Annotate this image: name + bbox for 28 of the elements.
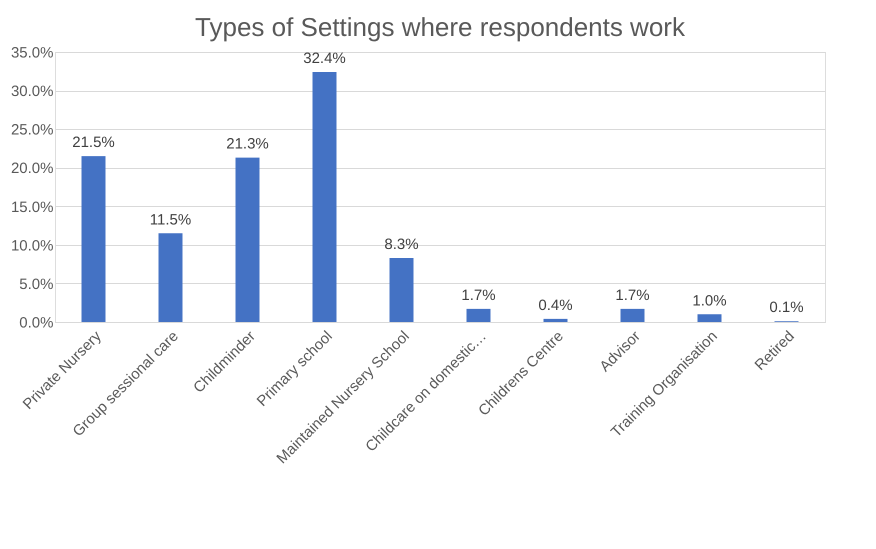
bar: [390, 258, 414, 322]
bar: [158, 233, 182, 322]
bar: [312, 72, 336, 322]
y-tick-label: 0.0%: [19, 314, 54, 332]
y-tick-label: 20.0%: [10, 160, 54, 178]
data-label: 21.3%: [226, 136, 269, 153]
y-tick-label: 15.0%: [10, 198, 54, 216]
data-label: 21.5%: [72, 134, 115, 152]
data-label: 1.7%: [461, 286, 496, 304]
y-tick-label: 35.0%: [10, 44, 54, 62]
bar: [544, 318, 568, 322]
y-tick-label: 10.0%: [10, 237, 54, 254]
bar: [82, 156, 106, 322]
y-tick-label: 25.0%: [10, 122, 54, 139]
data-label: 0.4%: [538, 296, 573, 314]
bar: [698, 314, 722, 322]
data-label: 1.7%: [615, 286, 650, 304]
data-label: 8.3%: [384, 236, 419, 253]
chart-title: Types of Settings where respondents work: [195, 12, 686, 42]
y-tick-label: 30.0%: [10, 83, 54, 100]
data-label: 11.5%: [150, 211, 192, 228]
bar: [466, 308, 490, 322]
bar: [620, 308, 644, 322]
bar: [236, 158, 260, 322]
data-label: 1.0%: [692, 292, 727, 310]
y-tick-label: 5.0%: [19, 276, 54, 293]
data-label: 32.4%: [303, 50, 346, 68]
data-label: 0.1%: [769, 299, 804, 316]
